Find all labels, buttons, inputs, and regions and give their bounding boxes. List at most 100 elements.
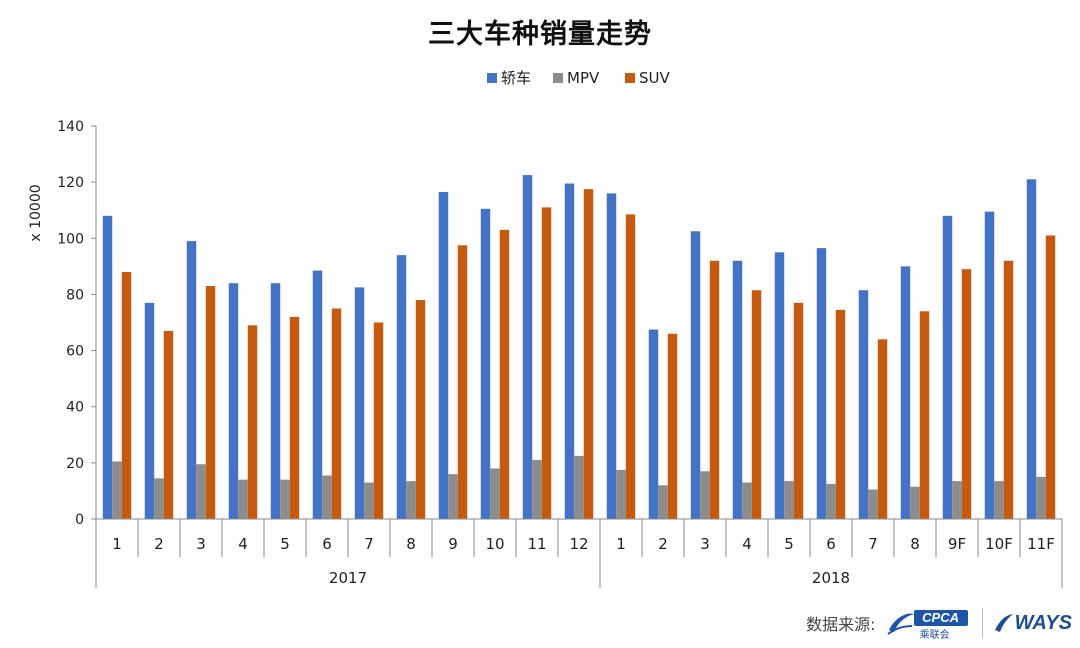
bar-SUV-18 bbox=[877, 339, 888, 519]
x-tick-label: 7 bbox=[364, 535, 374, 553]
bar-SUV-8 bbox=[457, 245, 468, 519]
bar-MPV-12 bbox=[616, 469, 626, 519]
cpca-logo: CPCA 乘联会 bbox=[886, 608, 972, 641]
ways-logo: WAYS bbox=[993, 612, 1072, 635]
bar-MPV-3 bbox=[238, 479, 248, 519]
bar-MPV-22 bbox=[1036, 476, 1046, 519]
bar-SUV-12 bbox=[625, 214, 636, 520]
bar-轿车-1 bbox=[144, 302, 155, 519]
source-label: 数据来源: bbox=[806, 615, 876, 634]
y-tick-label: 80 bbox=[66, 287, 84, 303]
bar-轿车-3 bbox=[228, 283, 239, 519]
x-tick-label: 4 bbox=[742, 535, 752, 553]
bar-SUV-9 bbox=[499, 229, 510, 519]
x-tick-label: 7 bbox=[868, 535, 878, 553]
x-group-label: 2018 bbox=[812, 569, 850, 587]
bar-SUV-2 bbox=[205, 286, 216, 519]
bar-MPV-20 bbox=[952, 481, 962, 519]
y-tick-label: 40 bbox=[66, 400, 84, 416]
legend-label: MPV bbox=[567, 69, 600, 87]
bar-轿车-5 bbox=[312, 270, 323, 519]
x-group-label: 2017 bbox=[329, 569, 367, 587]
bar-轿车-18 bbox=[858, 290, 869, 519]
bar-轿车-11 bbox=[564, 183, 575, 519]
y-tick-label: 60 bbox=[66, 344, 84, 360]
legend-swatch bbox=[625, 73, 635, 83]
legend-item-1: MPV bbox=[553, 69, 600, 87]
bar-SUV-4 bbox=[289, 316, 300, 519]
bar-MPV-5 bbox=[322, 475, 332, 519]
cpca-logo-cn: 乘联会 bbox=[919, 630, 950, 641]
bar-MPV-1 bbox=[154, 478, 164, 519]
bar-SUV-22 bbox=[1045, 235, 1056, 519]
bar-轿车-8 bbox=[438, 191, 449, 520]
y-tick-label: 20 bbox=[66, 456, 84, 472]
y-tick-label: 120 bbox=[57, 175, 84, 191]
x-tick-label: 2 bbox=[658, 535, 668, 553]
x-tick-label: 8 bbox=[406, 535, 416, 553]
bar-MPV-17 bbox=[826, 483, 836, 519]
bar-轿车-0 bbox=[102, 215, 113, 520]
cpca-swoosh-icon bbox=[886, 613, 914, 635]
bar-MPV-21 bbox=[994, 481, 1004, 519]
bar-SUV-21 bbox=[1003, 260, 1014, 519]
bar-SUV-17 bbox=[835, 309, 846, 519]
bar-SUV-16 bbox=[793, 302, 804, 519]
bar-SUV-5 bbox=[331, 308, 342, 519]
y-axis-label: x 10000 bbox=[28, 184, 44, 241]
legend-item-0: 轿车 bbox=[487, 69, 531, 87]
bar-MPV-14 bbox=[700, 471, 710, 519]
x-tick-label: 5 bbox=[280, 535, 290, 553]
ways-swoosh-icon bbox=[994, 614, 1013, 632]
bar-MPV-4 bbox=[280, 479, 290, 519]
legend-swatch bbox=[553, 73, 563, 83]
legend-label: SUV bbox=[639, 69, 671, 87]
legend-swatch bbox=[487, 73, 497, 83]
chart-title: 三大车种销量走势 bbox=[428, 19, 652, 50]
bar-SUV-19 bbox=[919, 311, 930, 519]
logo-divider bbox=[981, 608, 983, 638]
x-tick-label: 6 bbox=[322, 535, 332, 553]
x-tick-label: 3 bbox=[700, 535, 710, 553]
bar-轿车-19 bbox=[900, 266, 911, 519]
x-tick-label: 5 bbox=[784, 535, 794, 553]
bar-轿车-2 bbox=[186, 241, 197, 520]
bar-MPV-9 bbox=[490, 468, 500, 519]
bar-SUV-7 bbox=[415, 300, 426, 519]
x-tick-label: 10 bbox=[485, 535, 504, 553]
bar-轿车-20 bbox=[942, 215, 953, 520]
bar-MPV-8 bbox=[448, 474, 458, 519]
bar-轿车-7 bbox=[396, 255, 407, 519]
bar-SUV-10 bbox=[541, 207, 552, 519]
bar-MPV-2 bbox=[196, 464, 206, 519]
y-tick-label: 0 bbox=[75, 512, 84, 528]
legend: 轿车 MPV SUV bbox=[487, 69, 671, 87]
bar-轿车-16 bbox=[774, 252, 785, 520]
bar-SUV-14 bbox=[709, 260, 720, 519]
legend-label: 轿车 bbox=[501, 69, 531, 87]
bar-MPV-18 bbox=[868, 489, 878, 519]
x-tick-label: 8 bbox=[910, 535, 920, 553]
x-tick-label: 4 bbox=[238, 535, 248, 553]
legend-item-2: SUV bbox=[625, 69, 671, 87]
bar-MPV-15 bbox=[742, 482, 752, 519]
bar-轿车-12 bbox=[606, 193, 617, 519]
bar-轿车-4 bbox=[270, 283, 281, 519]
x-tick-label: 3 bbox=[196, 535, 206, 553]
bar-轿车-17 bbox=[816, 248, 827, 519]
bar-MPV-13 bbox=[658, 485, 668, 519]
cpca-logo-text: CPCA bbox=[913, 610, 968, 626]
bar-轿车-6 bbox=[354, 287, 365, 519]
bar-MPV-0 bbox=[112, 461, 122, 519]
bar-MPV-10 bbox=[532, 460, 542, 519]
bar-SUV-0 bbox=[121, 271, 132, 519]
bar-轿车-9 bbox=[480, 208, 491, 519]
bar-轿车-10 bbox=[522, 175, 533, 519]
x-tick-label: 10F bbox=[985, 535, 1013, 553]
y-axis: 0 20 40 60 80 100 120 140 x 10000 bbox=[28, 119, 97, 528]
bars bbox=[102, 175, 1056, 520]
bar-SUV-6 bbox=[373, 322, 384, 519]
x-tick-label: 1 bbox=[112, 535, 122, 553]
ways-logo-text: WAYS bbox=[1014, 611, 1072, 634]
